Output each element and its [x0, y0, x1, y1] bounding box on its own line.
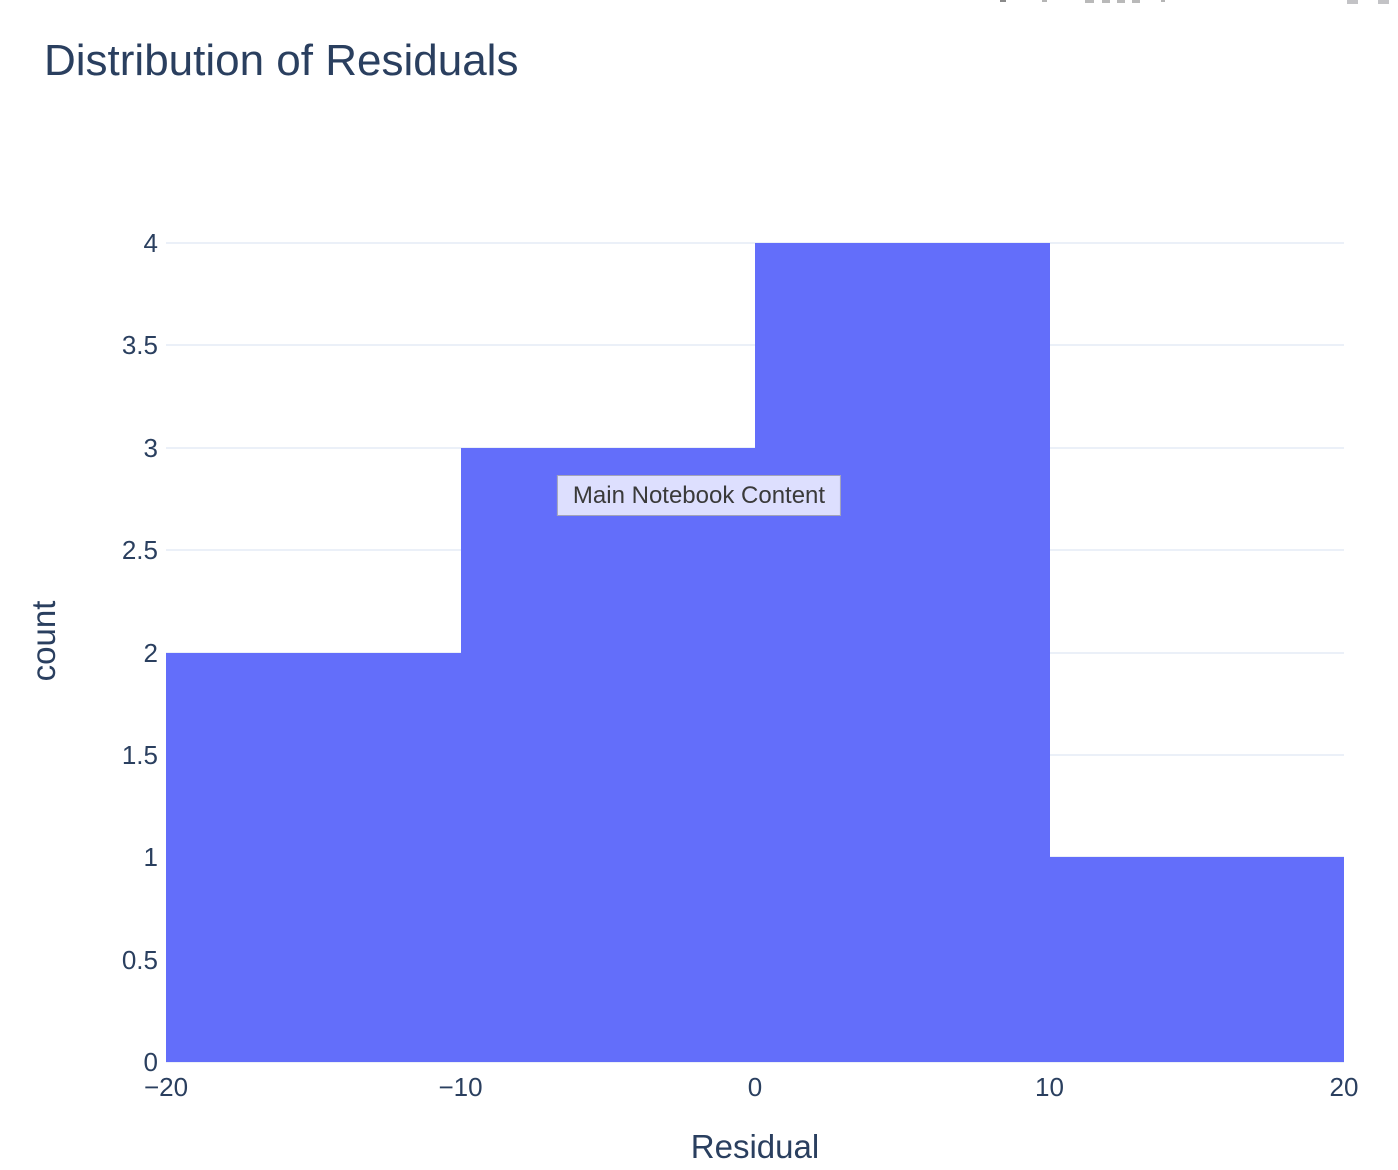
x-axis-title: Residual [690, 1128, 820, 1165]
y-tick-label: 3 [143, 432, 158, 463]
edit-icon[interactable] [1000, 0, 1006, 2]
lasso-icon[interactable] [1132, 0, 1140, 3]
gridline [166, 1061, 1344, 1063]
x-tick-label: 0 [747, 1072, 763, 1102]
x-tick-label: 10 [1035, 1072, 1064, 1102]
chart-title: Distribution of Residuals [44, 36, 519, 85]
histogram-bar[interactable] [166, 652, 461, 1062]
y-axis-title: count [25, 600, 62, 682]
x-tick-label: −10 [438, 1072, 483, 1102]
pan-icon[interactable] [1102, 0, 1110, 3]
y-tick-label: 1 [143, 842, 158, 873]
select-icon[interactable] [1117, 0, 1125, 3]
x-tick-label: 20 [1329, 1072, 1359, 1102]
y-tick-label: 0 [143, 1047, 158, 1077]
y-tick-label: 2.5 [121, 535, 158, 566]
histogram-bar[interactable] [1049, 857, 1344, 1062]
y-tick-label: 4 [143, 228, 158, 258]
y-tick-label: 3.5 [121, 330, 158, 361]
window-icon[interactable] [1347, 0, 1358, 4]
histogram-bar[interactable] [460, 447, 755, 1062]
y-tick-label: 1.5 [121, 739, 158, 770]
y-tick-label: 2 [143, 637, 158, 668]
window-icon[interactable] [1378, 0, 1389, 4]
y-tick-label: 0.5 [121, 944, 158, 975]
modebar-icon[interactable] [1042, 0, 1047, 2]
histogram-bar[interactable] [755, 243, 1050, 1062]
zoom-icon[interactable] [1085, 0, 1094, 3]
x-tick-label: −20 [143, 1072, 189, 1102]
region-label: Main Notebook Content [556, 475, 842, 516]
reset-icon[interactable] [1161, 0, 1165, 2]
